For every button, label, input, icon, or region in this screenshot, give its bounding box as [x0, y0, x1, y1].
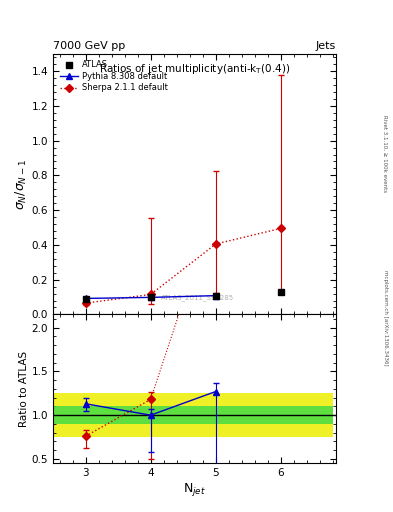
X-axis label: N$_{jet}$: N$_{jet}$: [183, 481, 206, 498]
Text: ATLAS_2011_S91285: ATLAS_2011_S91285: [161, 294, 234, 301]
Legend: ATLAS, Pythia 8.308 default, Sherpa 2.1.1 default: ATLAS, Pythia 8.308 default, Sherpa 2.1.…: [57, 58, 171, 95]
Y-axis label: $\sigma_N/\sigma_{N-1}$: $\sigma_N/\sigma_{N-1}$: [14, 159, 29, 209]
Text: Ratios of jet multiplicity(anti-k$_{\rm T}$(0.4)): Ratios of jet multiplicity(anti-k$_{\rm …: [99, 61, 290, 76]
Text: Jets: Jets: [316, 41, 336, 51]
Text: mcplots.cern.ch [arXiv:1306.3436]: mcplots.cern.ch [arXiv:1306.3436]: [383, 270, 387, 365]
Text: Rivet 3.1.10, ≥ 100k events: Rivet 3.1.10, ≥ 100k events: [383, 115, 387, 192]
Y-axis label: Ratio to ATLAS: Ratio to ATLAS: [19, 351, 29, 427]
Text: 7000 GeV pp: 7000 GeV pp: [53, 41, 125, 51]
